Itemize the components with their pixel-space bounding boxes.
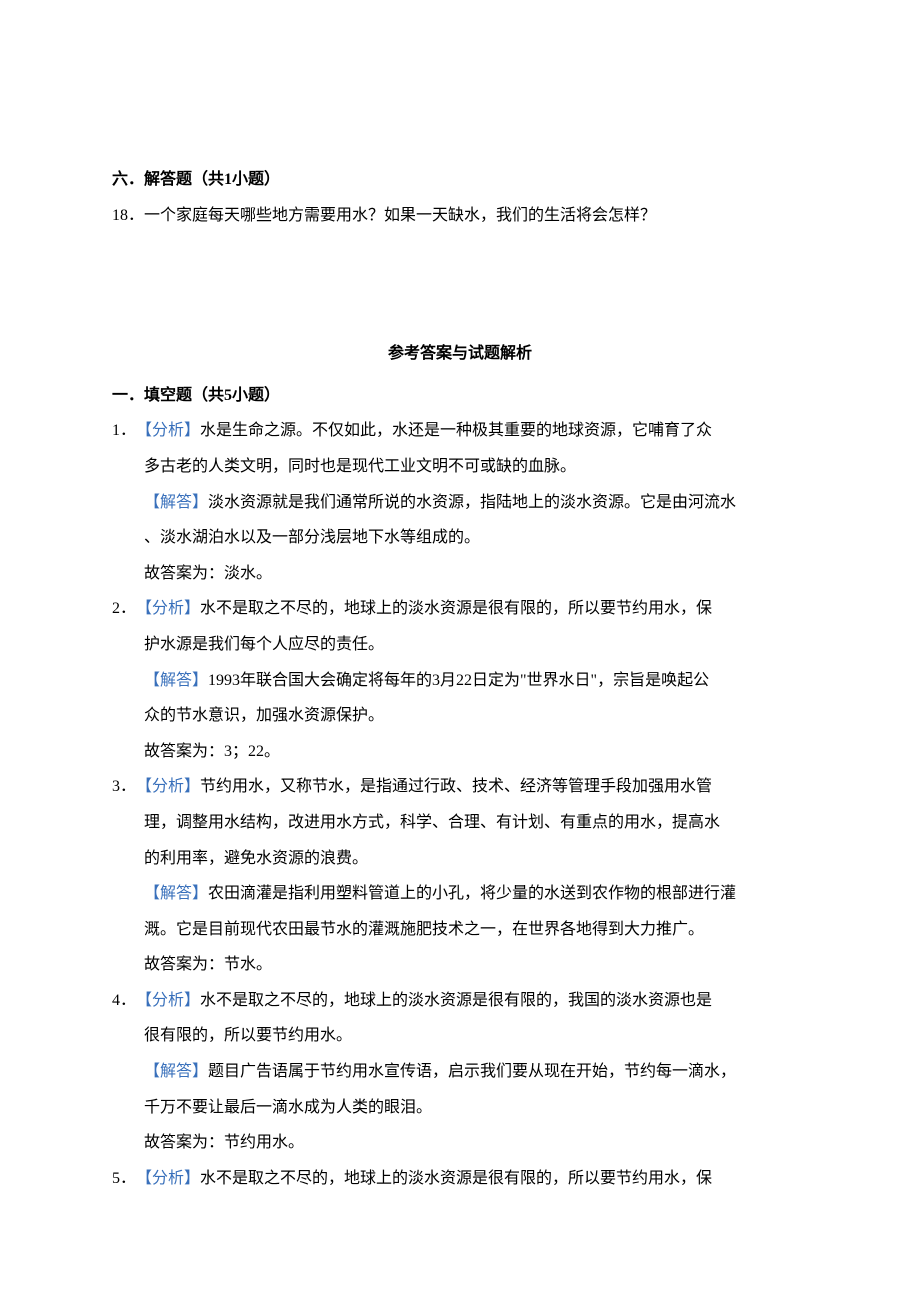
answer-label: 【解答】 bbox=[144, 494, 208, 511]
answer-block-title: 参考答案与试题解析 bbox=[112, 337, 808, 371]
answer-4-analysis-line1: 4．【分析】水不是取之不尽的，地球上的淡水资源是很有限的，我国的淡水资源也是 bbox=[112, 984, 808, 1018]
answer-3-number: 3． bbox=[112, 770, 136, 804]
answer-4-solution-line1: 【解答】题目广告语属于节约用水宣传语，启示我们要从现在开始，节约每一滴水， bbox=[112, 1055, 808, 1089]
answer-4-analysis-line2: 很有限的，所以要节约用水。 bbox=[112, 1019, 808, 1053]
answer-3-solution-line1: 【解答】农田滴灌是指利用塑料管道上的小孔，将少量的水送到农作物的根部进行灌 bbox=[112, 877, 808, 911]
answer-3-solution-line2: 溉。它是目前现代农田最节水的灌溉施肥技术之一，在世界各地得到大力推广。 bbox=[112, 913, 808, 947]
answer-2-solution-line2: 众的节水意识，加强水资源保护。 bbox=[112, 699, 808, 733]
answer-label: 【解答】 bbox=[144, 672, 208, 689]
answer-2-solution-text-1: 1993年联合国大会确定将每年的3月22日定为"世界水日"，宗旨是唤起公 bbox=[208, 672, 709, 689]
answer-3-analysis-line1: 3．【分析】节约用水，又称节水，是指通过行政、技术、经济等管理手段加强用水管 bbox=[112, 770, 808, 804]
answer-label: 【解答】 bbox=[144, 885, 208, 902]
answer-4-number: 4． bbox=[112, 984, 136, 1018]
answer-1-solution-text-1: 淡水资源就是我们通常所说的水资源，指陆地上的淡水资源。它是由河流水 bbox=[208, 494, 736, 511]
answer-1-solution-line1: 【解答】淡水资源就是我们通常所说的水资源，指陆地上的淡水资源。它是由河流水 bbox=[112, 486, 808, 520]
answer-4-solution-text-1: 题目广告语属于节约用水宣传语，启示我们要从现在开始，节约每一滴水， bbox=[208, 1063, 736, 1080]
answer-1-solution-line2: 、淡水湖泊水以及一部分浅层地下水等组成的。 bbox=[112, 521, 808, 555]
analysis-label: 【分析】 bbox=[136, 778, 200, 795]
answer-2-analysis-line2: 护水源是我们每个人应尽的责任。 bbox=[112, 628, 808, 662]
answer-2-analysis-line1: 2．【分析】水不是取之不尽的，地球上的淡水资源是很有限的，所以要节约用水，保 bbox=[112, 592, 808, 626]
answer-2-number: 2． bbox=[112, 592, 136, 626]
answer-1-analysis-line1: 1．【分析】水是生命之源。不仅如此，水还是一种极其重要的地球资源，它哺育了众 bbox=[112, 414, 808, 448]
answer-4-solution-line2: 千万不要让最后一滴水成为人类的眼泪。 bbox=[112, 1091, 808, 1125]
answer-1-analysis-line2: 多古老的人类文明，同时也是现代工业文明不可或缺的血脉。 bbox=[112, 450, 808, 484]
analysis-label: 【分析】 bbox=[136, 992, 200, 1009]
answer-1-number: 1． bbox=[112, 414, 136, 448]
answer-3-analysis-line3: 的利用率，避免水资源的浪费。 bbox=[112, 842, 808, 876]
answer-3-analysis-text-1: 节约用水，又称节水，是指通过行政、技术、经济等管理手段加强用水管 bbox=[200, 778, 712, 795]
question-18-text: 一个家庭每天哪些地方需要用水？如果一天缺水，我们的生活将会怎样？ bbox=[144, 207, 656, 224]
answer-4-final: 故答案为：节约用水。 bbox=[112, 1126, 808, 1160]
answer-2-analysis-text-1: 水不是取之不尽的，地球上的淡水资源是很有限的，所以要节约用水，保 bbox=[200, 600, 712, 617]
answer-3-solution-text-1: 农田滴灌是指利用塑料管道上的小孔，将少量的水送到农作物的根部进行灌 bbox=[208, 885, 736, 902]
answer-5-analysis-line1: 5．【分析】水不是取之不尽的，地球上的淡水资源是很有限的，所以要节约用水，保 bbox=[112, 1162, 808, 1196]
question-18: 18．一个家庭每天哪些地方需要用水？如果一天缺水，我们的生活将会怎样？ bbox=[112, 199, 808, 233]
answer-4-analysis-text-1: 水不是取之不尽的，地球上的淡水资源是很有限的，我国的淡水资源也是 bbox=[200, 992, 712, 1009]
question-18-number: 18． bbox=[112, 207, 144, 224]
answer-3-analysis-line2: 理，调整用水结构，改进用水方式，科学、合理、有计划、有重点的用水，提高水 bbox=[112, 806, 808, 840]
answer-label: 【解答】 bbox=[144, 1063, 208, 1080]
answer-1-analysis-text-1: 水是生命之源。不仅如此，水还是一种极其重要的地球资源，它哺育了众 bbox=[200, 422, 712, 439]
answer-2-final: 故答案为：3；22。 bbox=[112, 735, 808, 769]
answer-2-solution-line1: 【解答】1993年联合国大会确定将每年的3月22日定为"世界水日"，宗旨是唤起公 bbox=[112, 664, 808, 698]
answer-5-number: 5． bbox=[112, 1162, 136, 1196]
analysis-label: 【分析】 bbox=[136, 422, 200, 439]
section-6-heading: 六．解答题（共1小题） bbox=[112, 163, 808, 197]
section-1-heading: 一．填空题（共5小题） bbox=[112, 379, 808, 413]
answer-5-analysis-text-1: 水不是取之不尽的，地球上的淡水资源是很有限的，所以要节约用水，保 bbox=[200, 1170, 712, 1187]
answer-1-final: 故答案为：淡水。 bbox=[112, 557, 808, 591]
analysis-label: 【分析】 bbox=[136, 1170, 200, 1187]
answer-3-final: 故答案为：节水。 bbox=[112, 948, 808, 982]
analysis-label: 【分析】 bbox=[136, 600, 200, 617]
